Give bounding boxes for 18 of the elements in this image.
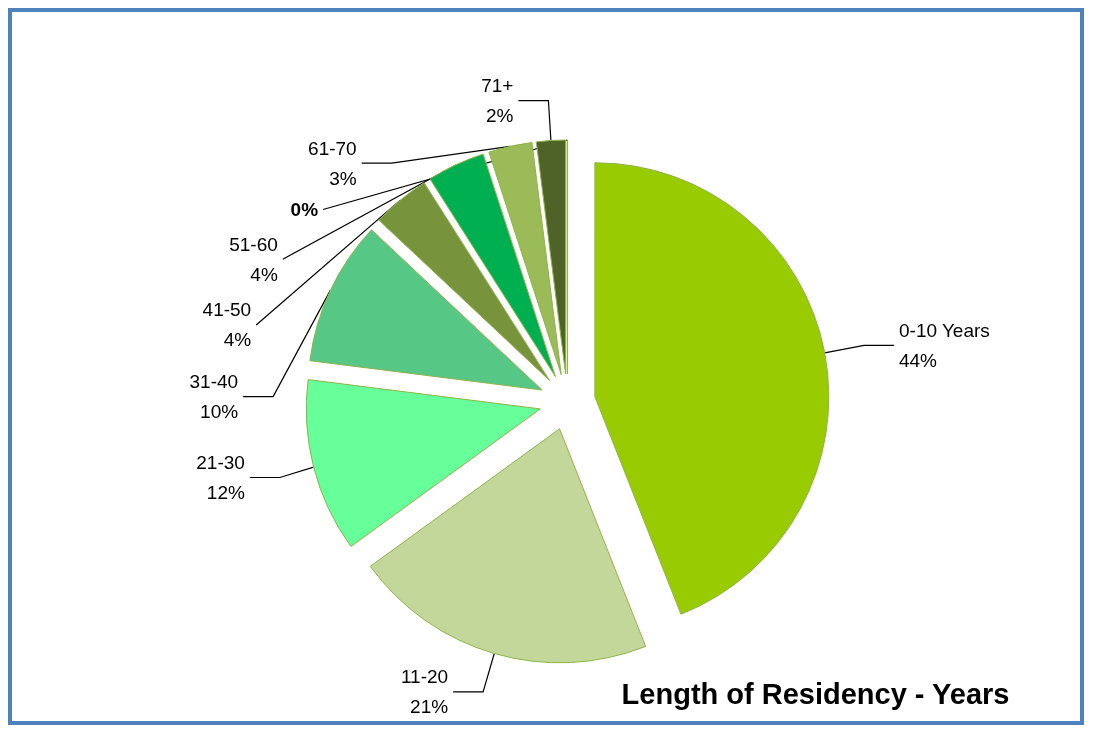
data-label: 3%	[329, 167, 357, 189]
text: Length of Residency - Years	[621, 677, 1010, 710]
data-label: 10%	[200, 401, 239, 423]
data-label: 4%	[250, 263, 278, 285]
text: 0%	[290, 199, 319, 221]
slice-label: 41-50	[202, 299, 252, 321]
slice-label: 0-10 Years	[898, 319, 990, 341]
slice-label: 11-20	[400, 666, 449, 688]
slice-label: 71+	[481, 75, 514, 97]
data-label: 2%	[485, 105, 514, 127]
data-label: 12%	[206, 481, 245, 503]
slice-label: 61-70	[308, 137, 357, 159]
data-label: 21%	[410, 696, 449, 718]
slice-label: 51-60	[229, 233, 278, 255]
slice-label: 31-40	[189, 371, 239, 393]
slice-label: 21-30	[196, 451, 245, 473]
data-label: 4%	[223, 329, 252, 351]
data-label: 44%	[898, 349, 938, 371]
